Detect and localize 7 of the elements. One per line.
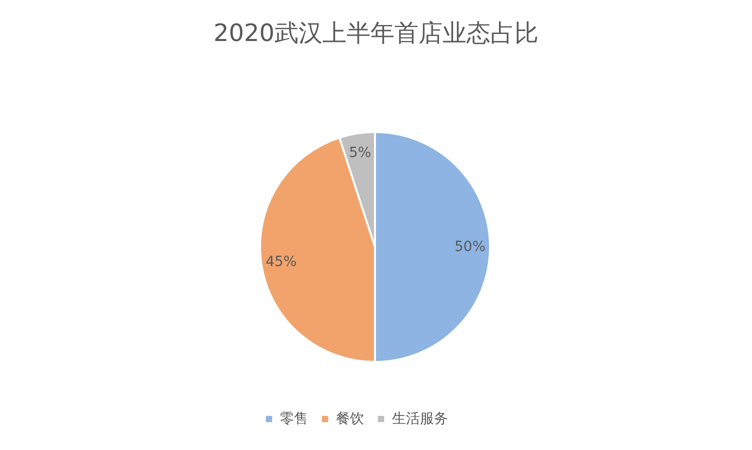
- chart-title: 2020武汉上半年首店业态占比: [213, 19, 539, 47]
- legend-label: 零售: [280, 411, 308, 427]
- data-label: 45%: [266, 254, 297, 270]
- data-label: 50%: [454, 239, 486, 255]
- legend-label: 餐饮: [336, 411, 364, 427]
- data-label: 5%: [349, 145, 372, 162]
- legend-label: 生活服务: [392, 411, 448, 427]
